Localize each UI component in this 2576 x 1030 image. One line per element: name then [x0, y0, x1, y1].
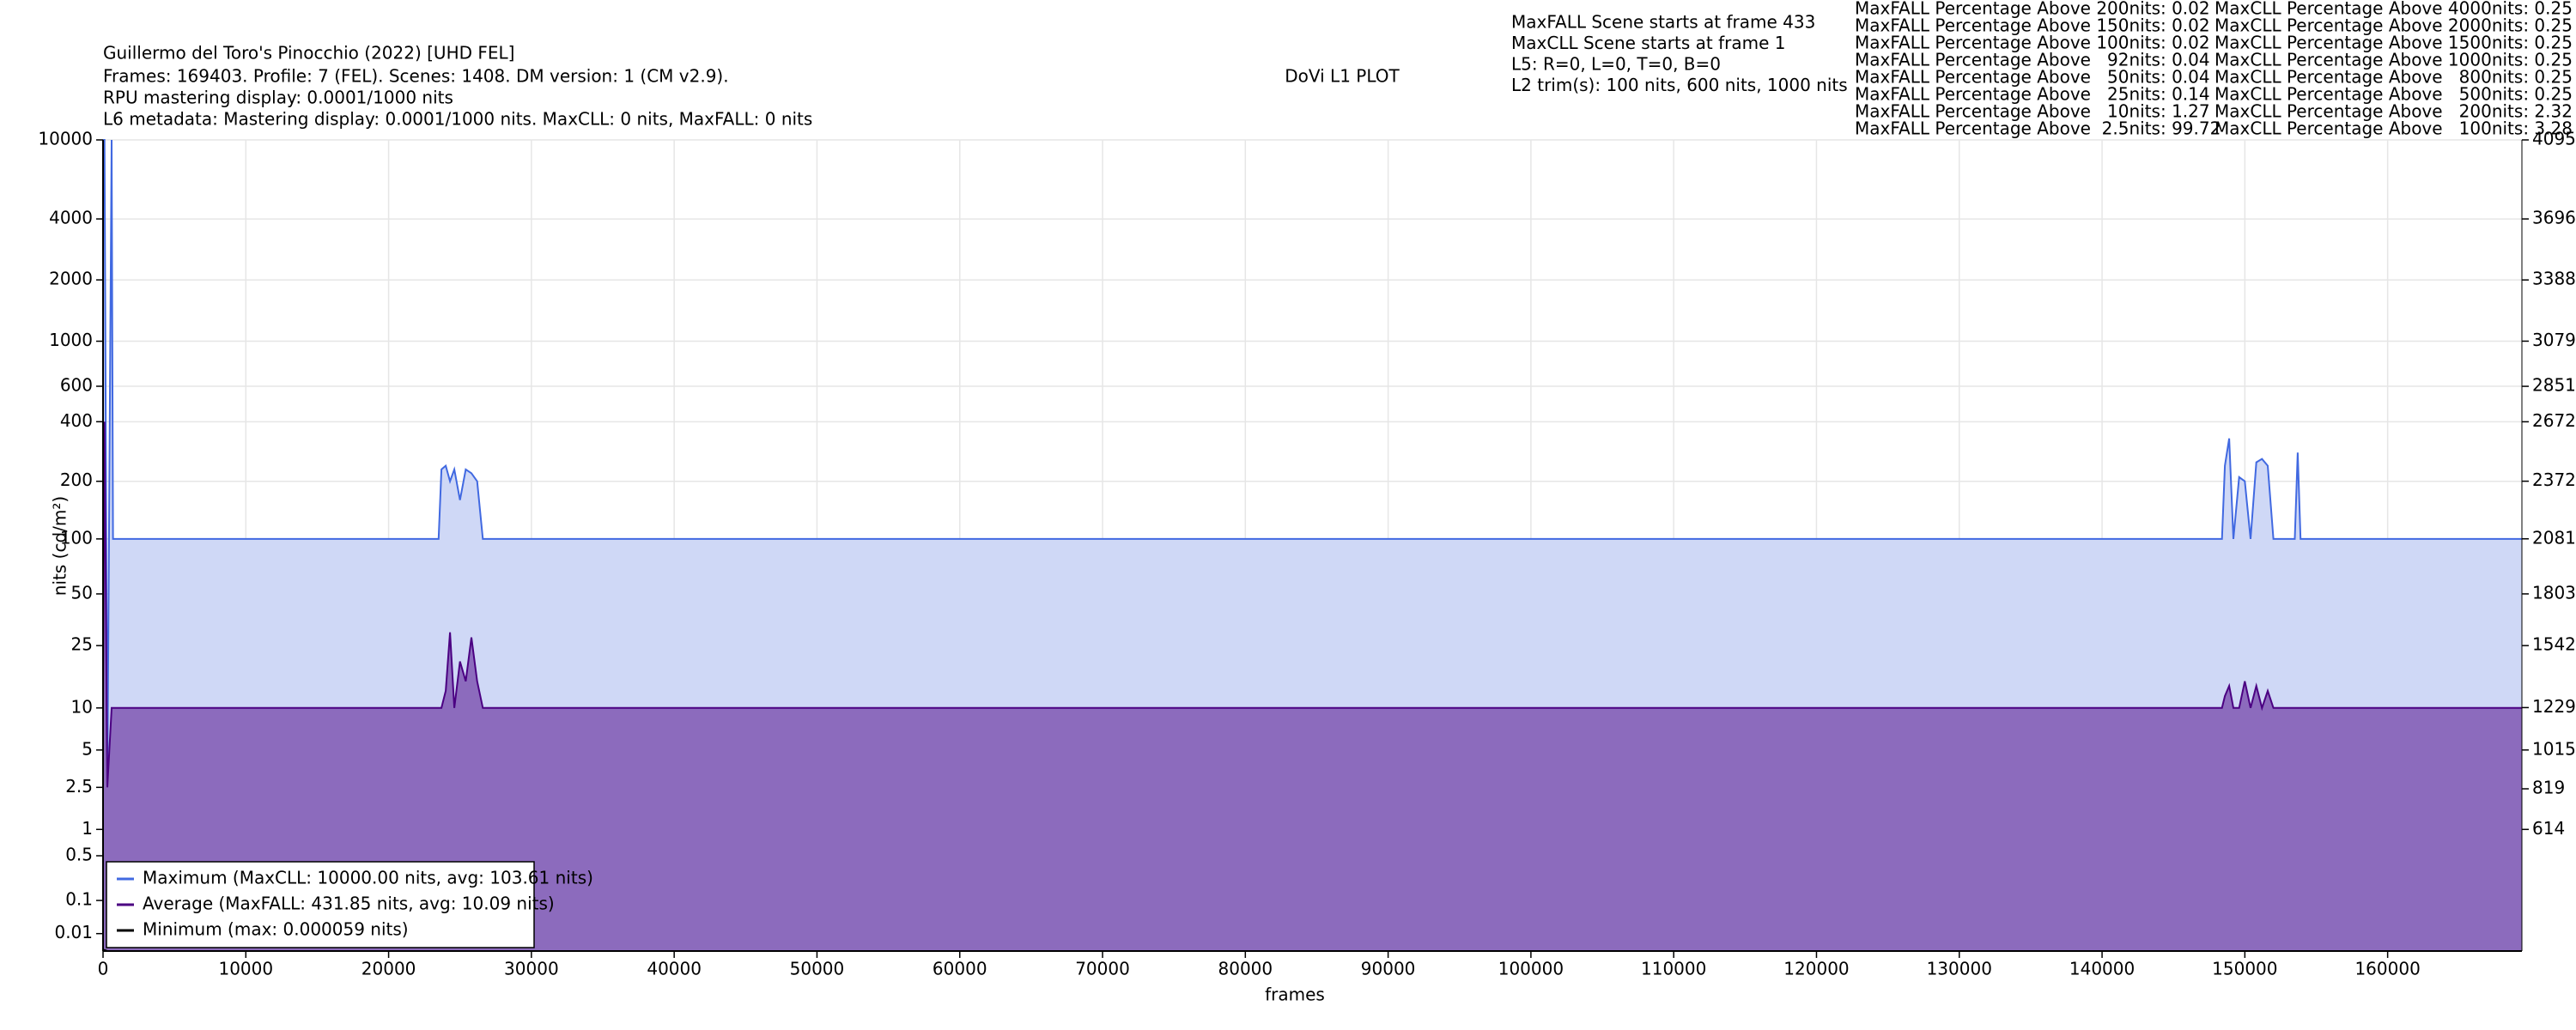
legend-box — [106, 861, 535, 948]
x-tick-label: 30000 — [504, 959, 559, 979]
x-tick-label: 70000 — [1075, 959, 1130, 979]
y-tick-label: 0.1 — [65, 889, 93, 910]
x-tick-label: 20000 — [361, 959, 416, 979]
y-tick-label: 2.5 — [65, 776, 93, 797]
info-line: L2 trim(s): 100 nits, 600 nits, 1000 nit… — [1511, 75, 1848, 95]
info-line: MaxFALL Scene starts at frame 433 — [1511, 12, 1815, 33]
x-tick-label: 50000 — [790, 959, 845, 979]
y-tick-label: 100 — [60, 527, 93, 548]
area — [103, 421, 2522, 951]
x-tick-label: 90000 — [1361, 959, 1416, 979]
x-tick-label: 100000 — [1498, 959, 1564, 979]
maxfall-stat: MaxFALL Percentage Above 150nits: 0.02 — [1855, 15, 2210, 36]
maxfall-stat: MaxFALL Percentage Above 10nits: 1.27 — [1855, 101, 2210, 122]
y2-tick-label: 2672 — [2532, 410, 2576, 431]
maxcll-stat: MaxCLL Percentage Above 2000nits: 0.25 — [2215, 15, 2573, 36]
maxfall-stat: MaxFALL Percentage Above 25nits: 0.14 — [1855, 84, 2210, 105]
y-tick-label: 50 — [71, 582, 93, 603]
x-tick-label: 160000 — [2354, 959, 2420, 979]
x-tick-label: 40000 — [647, 959, 702, 979]
y-tick-label: 2000 — [49, 269, 93, 289]
subtitle: RPU mastering display: 0.0001/1000 nits — [103, 88, 453, 108]
maxcll-stat: MaxCLL Percentage Above 1500nits: 0.25 — [2215, 33, 2573, 53]
y2-tick-label: 1015 — [2532, 738, 2576, 759]
x-tick-label: 150000 — [2212, 959, 2277, 979]
x-tick-label: 130000 — [1927, 959, 1992, 979]
y2-tick-label: 2081 — [2532, 527, 2576, 548]
y-tick-label: 4000 — [49, 208, 93, 228]
y2-tick-label: 2851 — [2532, 375, 2576, 396]
y2-tick-label: 3079 — [2532, 330, 2576, 350]
y2-tick-label: 3696 — [2532, 208, 2576, 228]
chart-title: Guillermo del Toro's Pinocchio (2022) [U… — [103, 43, 514, 64]
x-tick-label: 10000 — [218, 959, 273, 979]
maxcll-stat: MaxCLL Percentage Above 200nits: 2.32 — [2215, 101, 2573, 122]
y-tick-label: 5 — [82, 738, 93, 759]
maxfall-stat: MaxFALL Percentage Above 92nits: 0.04 — [1855, 50, 2210, 70]
y-tick-label: 25 — [71, 634, 93, 655]
x-tick-label: 0 — [98, 959, 109, 979]
line — [102, 421, 2522, 788]
y-tick-label: 10000 — [38, 129, 93, 149]
subtitle: L6 metadata: Mastering display: 0.0001/1… — [103, 109, 812, 130]
y-tick-label: 600 — [60, 375, 93, 396]
y2-tick-label: 614 — [2532, 818, 2565, 839]
y-tick-label: 200 — [60, 470, 93, 490]
info-line: L5: R=0, L=0, T=0, B=0 — [1511, 54, 1721, 75]
x-tick-label: 60000 — [933, 959, 987, 979]
y2-tick-label: 2372 — [2532, 470, 2576, 490]
plot-title: DoVi L1 PLOT — [1285, 66, 1400, 87]
maxcll-stat: MaxCLL Percentage Above 800nits: 0.25 — [2215, 67, 2573, 88]
y2-tick-label: 1229 — [2532, 696, 2576, 717]
maxfall-stat: MaxFALL Percentage Above 100nits: 0.02 — [1855, 33, 2210, 53]
y2-tick-label: 1803 — [2532, 582, 2576, 603]
y-tick-label: 10 — [71, 696, 93, 717]
y-tick-label: 0.5 — [65, 845, 93, 865]
maxfall-stat: MaxFALL Percentage Above 2.5nits: 99.72 — [1855, 118, 2221, 139]
y2-tick-label: 1542 — [2532, 634, 2576, 655]
maxcll-stat: MaxCLL Percentage Above 1000nits: 0.25 — [2215, 50, 2573, 70]
y-tick-label: 0.01 — [54, 922, 93, 942]
maxfall-stat: MaxFALL Percentage Above 50nits: 0.04 — [1855, 67, 2210, 88]
legend-label: Average (MaxFALL: 431.85 nits, avg: 10.0… — [143, 894, 555, 914]
maxcll-stat: MaxCLL Percentage Above 100nits: 3.28 — [2215, 118, 2573, 139]
y-tick-label: 1000 — [49, 330, 93, 350]
y2-tick-label: 3388 — [2532, 269, 2576, 289]
line — [103, 139, 2522, 788]
y2-tick-label: 819 — [2532, 778, 2565, 798]
subtitle: Frames: 169403. Profile: 7 (FEL). Scenes… — [103, 66, 729, 87]
x-tick-label: 110000 — [1641, 959, 1706, 979]
x-tick-label: 80000 — [1218, 959, 1273, 979]
maxcll-stat: MaxCLL Percentage Above 4000nits: 0.25 — [2215, 0, 2573, 19]
x-tick-label: 140000 — [2069, 959, 2135, 979]
legend-label: Maximum (MaxCLL: 10000.00 nits, avg: 103… — [143, 868, 593, 888]
info-line: MaxCLL Scene starts at frame 1 — [1511, 33, 1786, 53]
y-tick-label: 400 — [60, 410, 93, 431]
legend-label: Minimum (max: 0.000059 nits) — [143, 919, 409, 940]
y2-tick-label: 4095 — [2532, 129, 2576, 149]
maxfall-stat: MaxFALL Percentage Above 200nits: 0.02 — [1855, 0, 2210, 19]
x-tick-label: 120000 — [1783, 959, 1849, 979]
x-axis-label: frames — [1265, 985, 1325, 1005]
maxcll-stat: MaxCLL Percentage Above 500nits: 0.25 — [2215, 84, 2573, 105]
y-tick-label: 1 — [82, 818, 93, 839]
y-axis-label: nits (cd/m²) — [50, 496, 70, 596]
